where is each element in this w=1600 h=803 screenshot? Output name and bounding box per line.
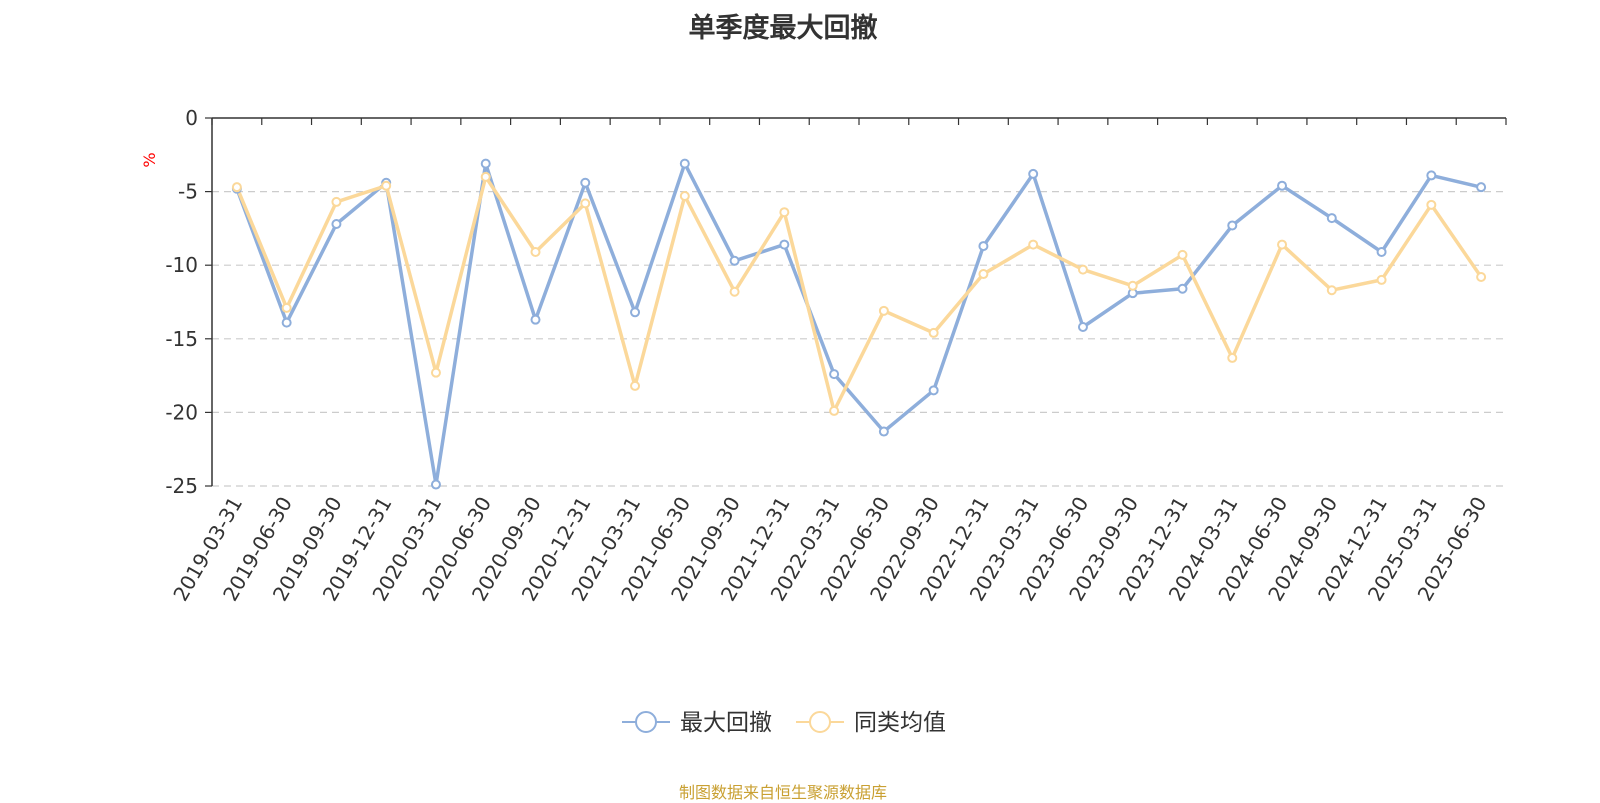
data-point[interactable] — [580, 177, 591, 188]
y-tick-label: -15 — [165, 327, 198, 351]
data-point[interactable] — [928, 385, 939, 396]
data-point[interactable] — [530, 246, 541, 257]
data-point[interactable] — [480, 158, 491, 169]
data-point[interactable] — [1476, 271, 1487, 282]
data-point[interactable] — [430, 479, 441, 490]
data-point[interactable] — [679, 158, 690, 169]
data-point[interactable] — [1127, 280, 1138, 291]
data-point[interactable] — [829, 369, 840, 380]
grid-lines — [212, 191, 1506, 487]
axes: 0-5-10-15-20-252019-03-312019-06-302019-… — [165, 106, 1507, 605]
data-point[interactable] — [1326, 213, 1337, 224]
data-point[interactable] — [1177, 249, 1188, 260]
data-point[interactable] — [630, 307, 641, 318]
data-point[interactable] — [281, 302, 292, 313]
data-point[interactable] — [1426, 199, 1437, 210]
series-lines — [235, 161, 1483, 487]
legend-item-1[interactable]: 最大回撤 — [622, 710, 772, 736]
data-point[interactable] — [1476, 182, 1487, 193]
data-point[interactable] — [331, 196, 342, 207]
data-point[interactable] — [1277, 180, 1288, 191]
data-point[interactable] — [779, 207, 790, 218]
legend: 最大回撤 同类均值 — [622, 710, 946, 736]
data-point[interactable] — [630, 380, 641, 391]
legend-swatch-marker — [635, 711, 657, 733]
data-point[interactable] — [231, 182, 242, 193]
legend-swatch-marker — [809, 711, 831, 733]
data-points — [231, 158, 1487, 490]
data-point[interactable] — [779, 239, 790, 250]
legend-label: 同类均值 — [854, 710, 946, 736]
data-point[interactable] — [1326, 285, 1337, 296]
source-note: 制图数据来自恒生聚源数据库 — [678, 783, 887, 802]
data-point[interactable] — [1028, 168, 1039, 179]
data-point[interactable] — [480, 171, 491, 182]
data-point[interactable] — [978, 269, 989, 280]
data-point[interactable] — [729, 286, 740, 297]
legend-label: 最大回撤 — [680, 710, 772, 736]
data-point[interactable] — [829, 405, 840, 416]
y-tick-label: -25 — [165, 474, 198, 498]
data-point[interactable] — [878, 426, 889, 437]
legend-item-2[interactable]: 同类均值 — [796, 710, 946, 736]
data-point[interactable] — [1227, 220, 1238, 231]
data-point[interactable] — [1376, 246, 1387, 257]
series-line-2 — [235, 175, 1483, 413]
series-line-1 — [235, 161, 1482, 487]
chart-title: 单季度最大回撤 — [688, 13, 878, 44]
data-point[interactable] — [1028, 239, 1039, 250]
data-point[interactable] — [928, 327, 939, 338]
data-point[interactable] — [729, 255, 740, 266]
data-point[interactable] — [1077, 322, 1088, 333]
data-point[interactable] — [281, 317, 292, 328]
y-tick-label: 0 — [185, 106, 198, 130]
y-tick-label: -5 — [178, 180, 198, 204]
y-tick-label: -20 — [165, 400, 198, 424]
data-point[interactable] — [679, 191, 690, 202]
data-point[interactable] — [430, 367, 441, 378]
data-point[interactable] — [978, 241, 989, 252]
y-tick-label: -10 — [165, 253, 198, 277]
data-point[interactable] — [381, 180, 392, 191]
data-point[interactable] — [331, 218, 342, 229]
data-point[interactable] — [1227, 352, 1238, 363]
data-point[interactable] — [1277, 239, 1288, 250]
data-point[interactable] — [1376, 274, 1387, 285]
data-point[interactable] — [878, 305, 889, 316]
data-point[interactable] — [1426, 170, 1437, 181]
data-point[interactable] — [530, 314, 541, 325]
data-point[interactable] — [1177, 283, 1188, 294]
y-axis-label: % — [140, 152, 159, 167]
data-point[interactable] — [580, 198, 591, 209]
data-point[interactable] — [1077, 264, 1088, 275]
